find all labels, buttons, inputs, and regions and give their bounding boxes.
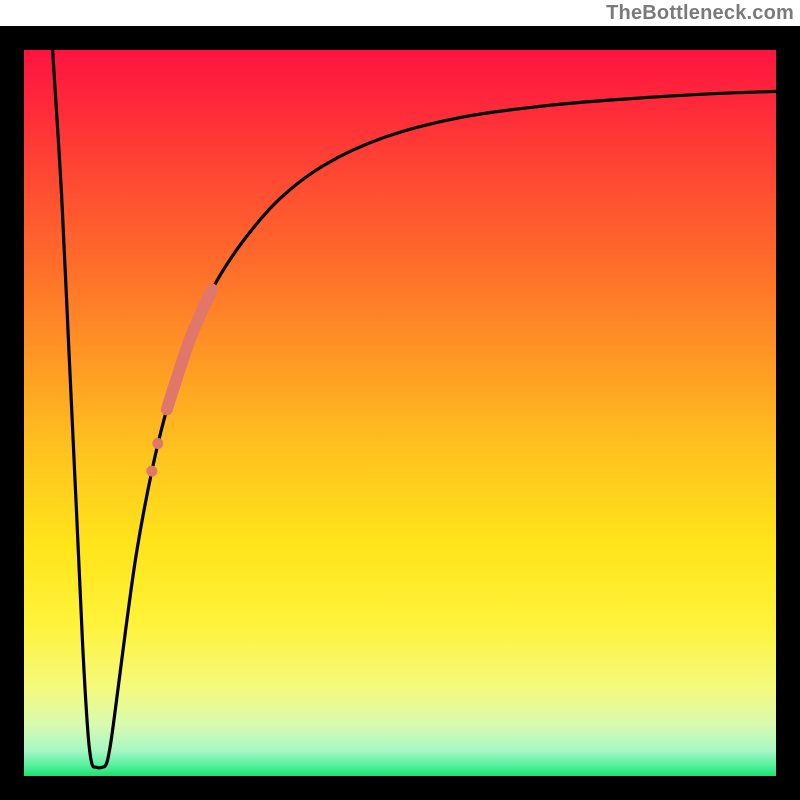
- chart-svg: [0, 26, 800, 800]
- chart-container: TheBottleneck.com: [0, 0, 800, 800]
- chart-background: [24, 50, 776, 776]
- watermark-text: TheBottleneck.com: [606, 2, 794, 25]
- highlight-dot: [152, 438, 163, 449]
- highlight-dot: [146, 466, 157, 477]
